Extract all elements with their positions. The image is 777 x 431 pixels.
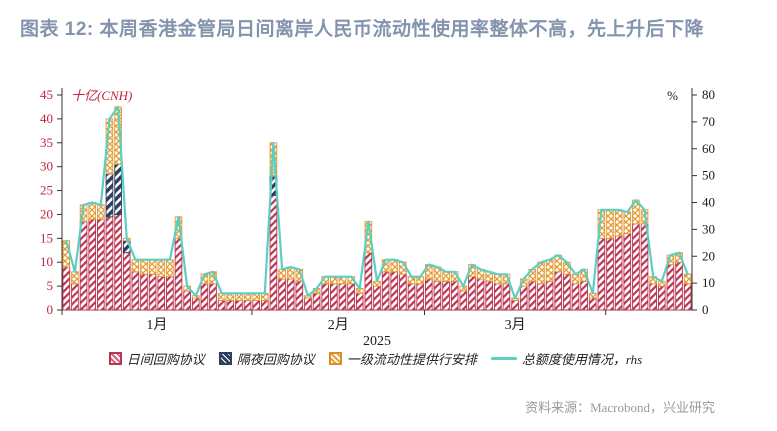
svg-text:50: 50	[702, 168, 715, 183]
legend-item-intraday-repo: 日间回购协议	[108, 349, 205, 368]
svg-text:3月: 3月	[505, 317, 526, 333]
total-usage-line-icon	[490, 357, 517, 360]
svg-text:35: 35	[40, 135, 53, 150]
svg-text:十亿(CNH): 十亿(CNH)	[71, 88, 132, 103]
svg-text:30: 30	[702, 221, 715, 236]
legend-item-primary-liquidity-provider: 一级流动性提供行安排	[328, 349, 477, 368]
liquidity-chart: 0 5 10 15 20 25 30 35 40 45 0 10 20 30 40 50 60 70 80 十亿(CN…	[14, 78, 730, 360]
intraday-repo-swatch-icon	[108, 352, 122, 365]
legend-label-intraday-repo: 日间回购协议	[126, 352, 205, 367]
svg-text:0: 0	[702, 302, 709, 317]
svg-text:10: 10	[40, 254, 53, 269]
svg-text:2025: 2025	[363, 334, 391, 349]
svg-text:40: 40	[40, 111, 53, 126]
svg-text:20: 20	[40, 206, 53, 221]
svg-text:2月: 2月	[328, 317, 349, 333]
legend-item-overnight-repo: 隔夜回购协议	[218, 349, 315, 368]
source-note: 资料来源：Macrobond，兴业研究	[525, 400, 715, 415]
chart-legend: 日间回购协议 隔夜回购协议 一级流动性提供行安排 总额度使用情况，rhs	[0, 349, 777, 368]
overnight-repo-swatch-icon	[218, 352, 232, 365]
svg-text:0: 0	[47, 302, 54, 317]
svg-text:30: 30	[40, 159, 53, 174]
svg-text:10: 10	[702, 275, 715, 290]
svg-text:60: 60	[702, 141, 715, 156]
legend-label-total-usage: 总额度使用情况，rhs	[521, 352, 643, 367]
legend-label-primary-liquidity: 一级流动性提供行安排	[346, 352, 477, 367]
chart-canvas: 05101520253035404501020304050607080十亿(CN…	[40, 87, 715, 349]
svg-text:%: %	[667, 88, 678, 103]
svg-text:20: 20	[702, 248, 715, 263]
legend-item-total-usage-line: 总额度使用情况，rhs	[490, 349, 643, 368]
svg-text:45: 45	[40, 87, 53, 102]
svg-text:15: 15	[40, 230, 53, 245]
primary-liquidity-swatch-icon	[328, 352, 342, 365]
svg-text:5: 5	[47, 278, 54, 293]
svg-text:25: 25	[40, 183, 53, 198]
svg-text:70: 70	[702, 114, 715, 129]
svg-text:40: 40	[702, 195, 715, 210]
svg-text:80: 80	[702, 87, 715, 102]
legend-label-overnight-repo: 隔夜回购协议	[236, 352, 315, 367]
svg-text:1月: 1月	[146, 317, 167, 333]
chart-title: 图表 12: 本周香港金管局日间离岸人民币流动性使用率整体不高，先上升后下降	[20, 19, 705, 40]
